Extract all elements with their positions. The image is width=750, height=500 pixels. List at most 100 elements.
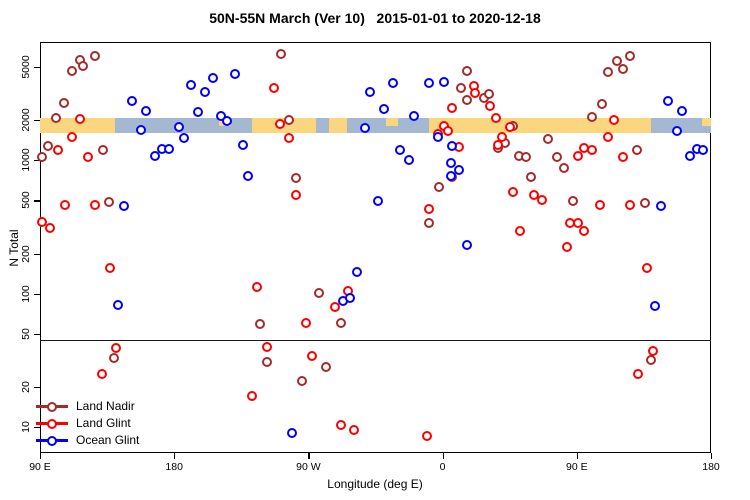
data-point-land-glint: [573, 150, 584, 161]
data-point-ocean-glint: [364, 87, 375, 98]
data-point-land-glint: [633, 369, 644, 380]
data-point-ocean-glint: [394, 145, 405, 156]
y-tick-label: 5000: [20, 55, 32, 79]
legend-label: Ocean Glint: [76, 433, 140, 447]
data-point-land-glint: [587, 145, 598, 156]
plot-area: [40, 42, 711, 453]
data-point-ocean-glint: [178, 133, 189, 144]
y-tick-label: 500: [20, 191, 32, 210]
data-point-land-glint: [573, 217, 584, 228]
data-point-land-nadir: [632, 145, 643, 156]
x-tick-label: 180: [702, 461, 720, 473]
data-point-land-glint: [252, 281, 263, 292]
data-point-land-glint: [424, 204, 435, 215]
x-tick: [174, 453, 176, 459]
data-point-land-nadir: [456, 82, 467, 93]
data-point-land-nadir: [596, 98, 607, 109]
data-point-land-glint: [67, 131, 78, 142]
data-point-ocean-glint: [446, 140, 457, 151]
data-point-land-glint: [59, 200, 70, 211]
data-point-ocean-glint: [454, 164, 465, 175]
x-tick-label: 90 W: [296, 461, 321, 473]
data-point-ocean-glint: [222, 115, 233, 126]
data-point-land-nadir: [321, 362, 332, 373]
data-point-land-nadir: [484, 89, 495, 100]
data-point-land-nadir: [43, 140, 54, 151]
legend-marker-icon: [47, 419, 57, 429]
data-point-land-glint: [268, 82, 279, 93]
surface-band-patch-ocean: [315, 118, 329, 133]
data-point-land-glint: [603, 131, 614, 142]
y-tick: [34, 333, 40, 336]
legend-item-ocean-glint: Ocean Glint: [36, 432, 236, 449]
data-point-land-glint: [595, 200, 606, 211]
x-tick: [40, 453, 42, 459]
y-tick-label: 50: [20, 328, 32, 340]
data-point-land-glint: [104, 263, 115, 274]
data-point-land-glint: [492, 140, 503, 151]
y-tick: [34, 293, 40, 295]
data-point-land-glint: [528, 189, 539, 200]
data-point-land-glint: [89, 200, 100, 211]
y-axis-title: N Total: [7, 229, 21, 267]
data-point-ocean-glint: [379, 104, 390, 115]
data-point-land-glint: [618, 152, 629, 163]
data-point-land-glint: [536, 195, 547, 206]
data-point-land-glint: [561, 242, 572, 253]
y-tick: [34, 160, 40, 162]
data-point-land-glint: [74, 113, 85, 124]
y-tick: [34, 253, 40, 255]
x-axis-title: Longitude (deg E): [327, 477, 423, 491]
data-point-land-nadir: [645, 354, 656, 365]
data-point-ocean-glint: [237, 140, 248, 151]
data-point-land-nadir: [611, 55, 622, 66]
data-point-land-nadir: [424, 217, 435, 228]
chart-title: 50N-55N March (Ver 10) 2015-01-01 to 202…: [209, 10, 541, 26]
data-point-land-nadir: [261, 356, 272, 367]
data-point-ocean-glint: [663, 95, 674, 106]
data-point-land-glint: [485, 100, 496, 111]
data-point-land-nadir: [618, 64, 629, 75]
x-tick: [576, 453, 578, 459]
data-point-land-glint: [36, 216, 47, 227]
y-tick-label: 10: [20, 421, 32, 433]
data-point-ocean-glint: [207, 73, 218, 84]
data-point-ocean-glint: [684, 150, 695, 161]
data-point-land-glint: [490, 113, 501, 124]
y-tick-label: 1000: [20, 148, 32, 172]
data-point-land-nadir: [462, 65, 473, 76]
data-point-land-nadir: [603, 66, 614, 77]
data-point-land-glint: [110, 343, 121, 354]
x-tick-label: 90 E: [29, 461, 51, 473]
data-point-land-glint: [507, 186, 518, 197]
data-point-land-nadir: [521, 151, 532, 162]
surface-band-patch-land: [385, 118, 398, 127]
y-tick: [34, 200, 40, 202]
y-tick: [34, 427, 40, 429]
y-tick: [34, 120, 40, 122]
data-point-land-nadir: [254, 319, 265, 330]
data-point-land-nadir: [66, 66, 77, 77]
data-point-land-glint: [44, 223, 55, 234]
y-tick-label: 20: [20, 381, 32, 393]
data-point-land-nadir: [543, 134, 554, 145]
data-point-ocean-glint: [432, 131, 443, 142]
data-point-land-nadir: [567, 196, 578, 207]
data-point-land-nadir: [559, 163, 570, 174]
x-tick: [711, 453, 713, 459]
data-point-ocean-glint: [462, 240, 473, 251]
data-point-land-glint: [261, 341, 272, 352]
data-point-land-nadir: [551, 152, 562, 163]
y-tick-label: 100: [20, 284, 32, 303]
data-point-ocean-glint: [149, 150, 160, 161]
data-point-ocean-glint: [173, 121, 184, 132]
data-point-land-nadir: [50, 113, 61, 124]
x-tick: [308, 453, 310, 459]
data-point-land-nadir: [587, 112, 598, 123]
x-tick-label: 180: [165, 461, 183, 473]
data-point-land-nadir: [462, 94, 473, 105]
x-tick-label: 90 E: [565, 461, 588, 473]
surface-band-patch-land: [702, 118, 711, 127]
data-point-land-glint: [641, 263, 652, 274]
data-point-land-nadir: [336, 318, 347, 329]
